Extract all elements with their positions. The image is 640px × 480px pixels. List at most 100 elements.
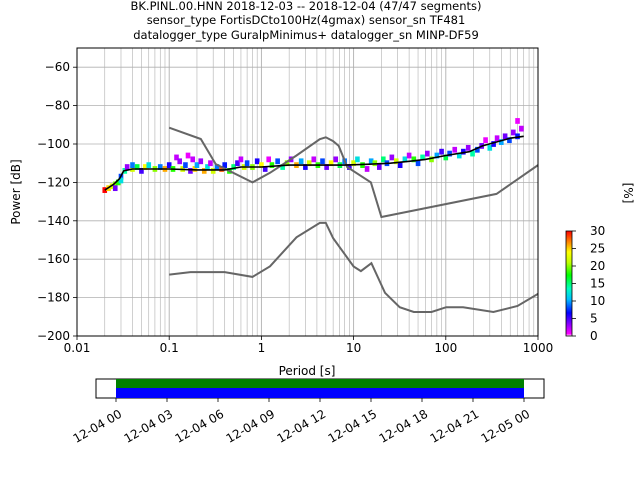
heatmap-cell (311, 156, 317, 163)
heatmap-cell (259, 162, 264, 168)
heatmap-cell (275, 158, 280, 165)
heatmap-cell (420, 154, 425, 161)
heatmap-cell (266, 156, 272, 163)
heatmap-cell (402, 156, 408, 163)
y-tick-label: −60 (45, 60, 70, 74)
x-tick-label: 0.01 (64, 341, 91, 355)
heatmap-cell (112, 181, 118, 188)
heatmap-cell (324, 164, 329, 170)
plot-frame (76, 47, 539, 337)
colorbar-tick-label: 20 (590, 259, 605, 273)
mode-line (104, 135, 524, 191)
y-tick-label: −100 (37, 137, 70, 151)
heatmap-cell (262, 166, 268, 172)
x-tick-label: 10 (346, 341, 361, 355)
heatmap-cell (465, 144, 471, 151)
heatmap-cell (142, 164, 148, 170)
y-axis-label: Power [dB] (9, 159, 23, 224)
heatmap-cell (284, 160, 290, 167)
heatmap-cell (130, 162, 135, 168)
heatmap-cell (185, 152, 191, 159)
heatmap-cell (280, 164, 285, 170)
y-tick-label: −180 (37, 291, 70, 305)
heatmap-cell (210, 168, 216, 174)
timeline-gap-free-bar (116, 379, 524, 388)
heatmap-cell (389, 154, 395, 161)
colorbar-tick-label: 30 (590, 224, 605, 238)
heatmap-cell (306, 160, 312, 167)
colorbar-tick-label: 5 (590, 312, 598, 326)
heatmap-cell (198, 158, 204, 165)
plot-background (77, 48, 538, 336)
colorbar-tick-label: 0 (590, 329, 598, 343)
heatmap-cell (397, 162, 403, 168)
heatmap-cell (298, 158, 304, 165)
heatmap-cell (487, 144, 493, 151)
heatmap-cell (333, 156, 339, 163)
colorbar-tick-label: 25 (590, 242, 605, 256)
heatmap-cell (364, 166, 370, 172)
y-tick-label: −120 (37, 175, 70, 189)
heatmap-cell (146, 162, 152, 168)
heatmap-cell (351, 160, 356, 167)
plot-area: 0.01 0.1 1 10 100 1000 −60 −80 −100 −120 −140 −160… (37, 47, 553, 355)
heatmap-cell (219, 166, 224, 172)
heatmap-cell (475, 146, 480, 153)
noise-model-low (169, 221, 538, 314)
colorbar-ticks: 0 5 10 15 20 25 30 (572, 224, 605, 343)
heatmap-cell (194, 162, 200, 168)
heatmap-cell (205, 164, 210, 170)
heatmap-cell (502, 133, 508, 140)
heatmap-cell (115, 179, 121, 186)
heatmap-cell (424, 150, 430, 157)
x-axis-ticks: 0.01 0.1 1 10 100 1000 (64, 336, 553, 355)
timeline-tick-label: 12-04 06 (173, 407, 227, 446)
heatmap-cell (183, 162, 188, 168)
heatmap-cell (124, 164, 130, 170)
heatmap-cell (519, 125, 524, 132)
heatmap-cell (470, 150, 475, 157)
heatmap-cell (461, 148, 466, 155)
timeline-tick-label: 12-04 18 (377, 407, 431, 446)
heatmap-cell (381, 156, 386, 163)
heatmap-cell (102, 187, 108, 193)
heatmap-cell (443, 154, 449, 161)
heatmap-cell (411, 156, 417, 163)
x-axis-label: Period [s] (279, 364, 336, 378)
heatmap-cell (190, 156, 196, 163)
timeline-tick-label: 12-04 00 (71, 407, 125, 446)
heatmap-cell (112, 185, 118, 192)
psd-mode-line (104, 135, 524, 191)
heatmap-cell (483, 137, 488, 144)
heatmap-cell (511, 129, 516, 136)
y-tick-label: −80 (45, 99, 70, 113)
title-line-1: BK.PINL.00.HNN 2018-12-03 -- 2018-12-04 … (130, 0, 481, 13)
heatmap-cell (139, 168, 144, 174)
heatmap-cell (507, 137, 512, 144)
heatmap-cell (238, 156, 244, 163)
heatmap-cell (157, 164, 163, 170)
heatmap-cell (439, 148, 444, 155)
heatmap-cell (174, 154, 179, 161)
heatmap-cell (415, 160, 421, 167)
heatmap-cell (214, 164, 220, 170)
heatmap-cell (499, 139, 504, 145)
colorbar: 0 5 10 15 20 25 30 [%] (565, 183, 635, 343)
heatmap-cell (201, 168, 207, 174)
colorbar-tick-label: 15 (590, 277, 605, 291)
y-axis-ticks: −60 −80 −100 −120 −140 −160 −180 −200 (37, 60, 77, 343)
heatmap-cell (192, 166, 198, 172)
heatmap-cell (320, 158, 325, 165)
heatmap-cell (134, 164, 140, 170)
x-tick-label: 0.1 (160, 341, 179, 355)
heatmap-cell (491, 141, 496, 147)
heatmap-cell (208, 160, 213, 167)
noise-models (168, 126, 538, 314)
heatmap-cell (118, 177, 124, 184)
heatmap-cell (393, 158, 399, 165)
timeline-tick-label: 12-04 15 (326, 407, 380, 446)
timeline-tick-label: 12-04 12 (275, 407, 329, 446)
heatmap-cell (235, 160, 240, 167)
